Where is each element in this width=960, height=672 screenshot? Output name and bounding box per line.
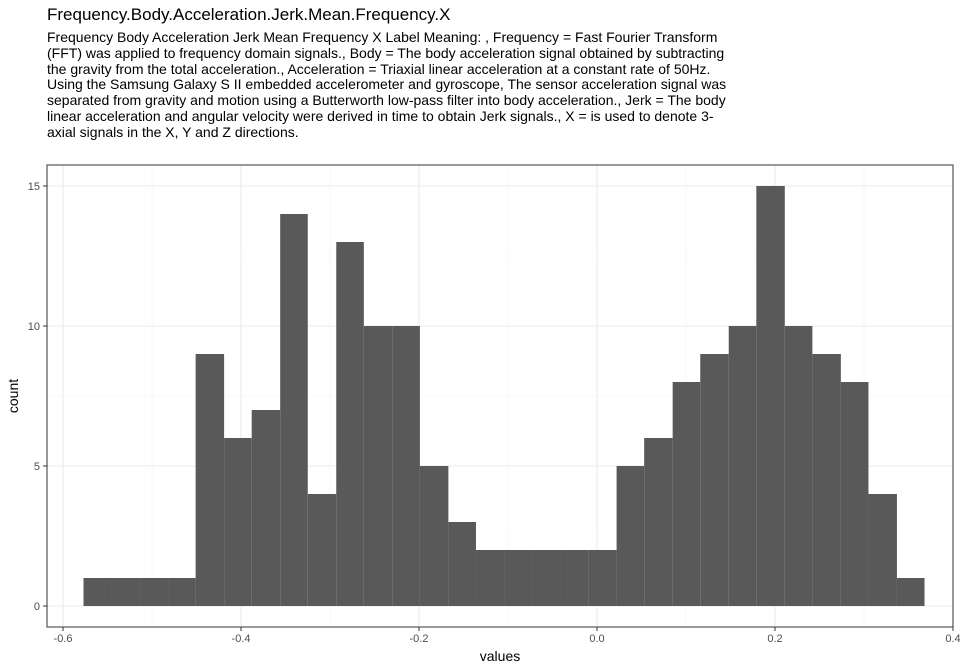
y-axis-title: count	[5, 379, 21, 413]
histogram-bar	[280, 214, 308, 606]
x-axis-title: values	[480, 648, 520, 664]
histogram-bar	[139, 578, 169, 606]
y-tick-label: 0	[34, 601, 40, 613]
x-tick-label: -0.6	[54, 633, 73, 645]
histogram-bar	[504, 550, 533, 606]
chart-title: Frequency.Body.Acceleration.Jerk.Mean.Fr…	[47, 5, 451, 24]
histogram-bar	[83, 578, 112, 606]
histogram-bar	[756, 186, 785, 606]
histogram-bar	[195, 354, 225, 606]
histogram-bar	[672, 382, 701, 606]
histogram-bar	[868, 494, 897, 606]
histogram-bar	[700, 354, 729, 606]
histogram-bar	[336, 242, 364, 606]
histogram-bar	[896, 578, 925, 606]
y-axis: 0 5 10 15	[28, 181, 47, 613]
histogram-bar	[392, 326, 420, 606]
histogram-bar	[840, 382, 869, 606]
histogram-bar	[475, 550, 505, 606]
x-tick-label: -0.2	[410, 633, 429, 645]
x-axis: -0.6 -0.4 -0.2 0.0 0.2 0.4	[54, 627, 960, 645]
histogram-bar	[448, 522, 476, 606]
histogram-bar	[168, 578, 196, 606]
panel-border	[46, 164, 954, 628]
histogram-bar	[784, 326, 813, 606]
histogram-bar	[644, 438, 673, 606]
histogram-bar	[363, 326, 393, 606]
x-tick-label: 0.2	[767, 633, 782, 645]
x-tick-label: -0.4	[232, 633, 251, 645]
histogram-bar	[111, 578, 140, 606]
chart-subtitle: Frequency Body Acceleration Jerk Mean Fr…	[47, 29, 727, 140]
histogram-bar	[532, 550, 561, 606]
histogram-bar	[616, 466, 645, 606]
histogram-bar	[419, 466, 449, 606]
histogram-bar	[251, 410, 281, 606]
histogram-bar	[560, 550, 589, 606]
y-tick-label: 10	[28, 321, 40, 333]
x-tick-label: 0.0	[589, 633, 604, 645]
x-tick-label: 0.4	[945, 633, 960, 645]
histogram-bar	[812, 354, 841, 606]
histogram-bar	[224, 438, 252, 606]
histogram-bar	[728, 326, 757, 606]
histogram-bar	[588, 550, 617, 606]
y-tick-label: 15	[28, 181, 40, 193]
y-tick-label: 5	[34, 461, 40, 473]
histogram-bar	[307, 494, 337, 606]
histogram-bars	[83, 186, 925, 606]
